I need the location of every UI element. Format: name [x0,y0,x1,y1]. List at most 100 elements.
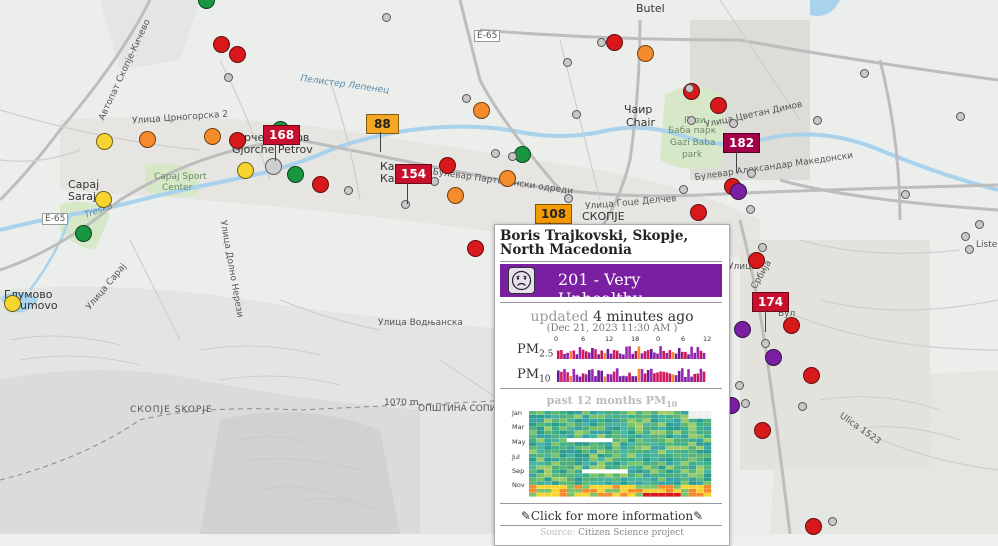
station-marker-unhealthy[interactable] [689,203,707,221]
station-marker-small[interactable] [974,219,984,229]
station-marker-very-unhealthy[interactable] [733,320,751,338]
station-marker-small[interactable] [827,516,837,526]
station-marker-small[interactable] [740,398,750,408]
station-marker-unhealthy[interactable] [311,175,329,193]
station-marker-small[interactable] [960,231,970,241]
station-marker-good[interactable] [286,165,304,183]
heatmap-cell [589,492,598,497]
station-marker-small[interactable] [490,148,500,158]
station-marker-unhealthy[interactable] [228,131,246,149]
updated-prefix: updated [530,309,589,325]
station-marker-small[interactable] [812,115,822,125]
heatmap-cell [650,485,658,489]
station-marker-small[interactable] [562,57,572,67]
station-marker-small[interactable] [400,199,410,209]
station-marker-small[interactable] [745,204,755,214]
station-marker-small[interactable] [678,184,688,194]
station-marker-small[interactable] [596,37,606,47]
heatmap-cell [658,492,666,497]
heatmap-cell [567,434,575,439]
station-marker-moderate[interactable] [3,294,21,312]
station-marker-small[interactable] [507,151,517,161]
heatmap-cell [696,418,704,423]
station-marker-small[interactable] [686,115,696,125]
hour-bar [609,353,613,359]
station-marker-small[interactable] [343,185,353,195]
station-marker-unhealthy[interactable] [802,366,820,384]
pm10-yearly-heatmap[interactable] [529,411,713,497]
heatmap-cell [589,442,598,446]
station-marker-small[interactable] [734,380,744,390]
heatmap-cell [582,434,590,439]
station-marker-small[interactable] [797,401,807,411]
hour-bar [575,374,579,382]
heatmap-cell [567,453,575,458]
heatmap-cell [658,473,666,478]
heatmap-cell [567,446,575,450]
hour-bar [578,347,582,359]
hour-bar [628,372,631,382]
heatmap-cell [688,430,696,435]
station-marker-small[interactable] [223,72,233,82]
heatmap-cell [536,492,544,497]
station-marker-sensitive[interactable] [498,169,516,187]
past-12-months-label: past 12 months PM10 [546,394,678,410]
station-marker-small[interactable] [684,83,694,93]
heatmap-cell [574,418,582,423]
station-marker-unhealthy[interactable] [782,316,800,334]
heatmap-cell [536,446,544,450]
heatmap-cell [589,453,598,458]
divider [500,388,722,389]
station-marker-sensitive[interactable] [472,101,490,119]
station-marker-small[interactable] [964,244,974,254]
heatmap-cell [658,442,666,446]
station-marker-moderate[interactable] [94,190,112,208]
heatmap-cell [567,461,575,466]
station-marker-sensitive[interactable] [446,186,464,204]
station-marker-unhealthy[interactable] [605,33,623,51]
station-marker-very-unhealthy[interactable] [729,182,747,200]
heatmap-cell [635,469,643,474]
station-marker-sensitive[interactable] [203,127,221,145]
station-marker-sensitive[interactable] [636,44,654,62]
station-marker-unhealthy[interactable] [753,421,771,439]
station-marker-unhealthy[interactable] [438,156,456,174]
station-marker-very-unhealthy[interactable] [764,348,782,366]
more-information-link[interactable]: ✎Click for more information✎ [520,509,704,523]
heatmap-cell [559,469,567,474]
station-marker-small[interactable] [900,189,910,199]
station-marker-unhealthy[interactable] [228,45,246,63]
pm25-hourly-chart[interactable] [557,343,707,359]
station-marker-sensitive[interactable] [138,130,156,148]
station-marker-moderate[interactable] [95,132,113,150]
hour-bar [600,350,603,359]
station-marker-good[interactable] [74,224,92,242]
station-marker-no-data[interactable] [264,157,282,175]
station-marker-unhealthy[interactable] [466,239,484,257]
station-marker-small[interactable] [746,168,756,178]
heatmap-cell [574,438,582,442]
station-marker-unhealthy[interactable] [804,517,822,535]
heatmap-cell [612,457,620,462]
station-marker-small[interactable] [381,12,391,22]
station-marker-good[interactable] [197,0,215,9]
station-popup[interactable]: Boris Trajkovski, Skopje, North Macedoni… [494,224,730,546]
station-marker-moderate[interactable] [236,161,254,179]
station-marker-small[interactable] [760,338,770,348]
heatmap-cell [605,418,613,423]
station-marker-small[interactable] [859,68,869,78]
station-marker-unhealthy[interactable] [709,96,727,114]
hour-bar [696,347,700,359]
map-canvas[interactable] [0,0,998,534]
station-marker-small[interactable] [563,193,573,203]
heatmap-cell [536,481,544,485]
pm10-hourly-chart[interactable] [557,366,707,382]
station-marker-small[interactable] [728,118,738,128]
station-marker-small[interactable] [955,111,965,121]
station-marker-unhealthy[interactable] [212,35,230,53]
station-marker-small[interactable] [757,242,767,252]
station-marker-small[interactable] [571,109,581,119]
station-marker-small[interactable] [461,93,471,103]
station-marker-unhealthy[interactable] [747,251,765,269]
heatmap-cell [696,450,704,454]
